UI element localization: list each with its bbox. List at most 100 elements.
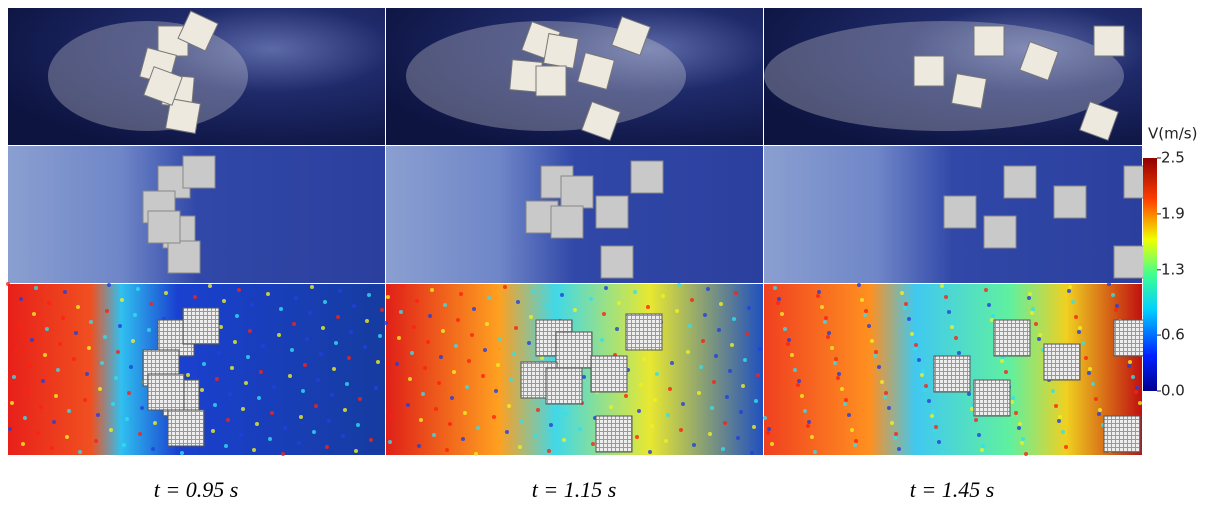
particle: [476, 426, 480, 430]
particle: [1027, 296, 1031, 300]
particle: [924, 384, 928, 388]
particle: [321, 326, 325, 330]
particle: [589, 297, 593, 301]
particle: [259, 370, 263, 374]
particle: [437, 381, 441, 385]
particle: [465, 385, 469, 389]
particle: [290, 348, 294, 352]
particle: [419, 418, 423, 422]
particle: [30, 338, 34, 342]
particle: [1017, 426, 1021, 430]
particle: [668, 387, 672, 391]
particle: [100, 361, 104, 365]
particle: [904, 302, 908, 306]
particle: [448, 422, 452, 426]
mesh-cube: [596, 416, 632, 452]
particle: [833, 361, 837, 365]
particle: [228, 392, 232, 396]
particle: [87, 346, 91, 350]
particle: [923, 388, 927, 392]
particle: [352, 304, 356, 308]
particle: [246, 355, 250, 359]
particle: [211, 429, 215, 433]
particle: [310, 285, 314, 289]
particle: [880, 380, 884, 384]
particle: [512, 352, 516, 356]
particle: [233, 340, 237, 344]
particle: [330, 393, 334, 397]
particle: [837, 372, 841, 376]
particle: [365, 319, 369, 323]
particle: [646, 305, 650, 309]
colorbar-tick-label: 0.6: [1161, 326, 1185, 344]
particle: [395, 362, 399, 366]
particle: [47, 301, 51, 305]
cube: [148, 211, 180, 243]
particle: [463, 411, 467, 415]
particle: [834, 357, 838, 361]
cube: [1054, 186, 1086, 218]
particle: [509, 378, 513, 382]
particle: [312, 430, 316, 434]
particle: [796, 383, 800, 387]
particle: [578, 427, 582, 431]
particle: [739, 410, 743, 414]
particle: [1061, 430, 1065, 434]
particle: [316, 378, 320, 382]
particle: [787, 338, 791, 342]
particle: [386, 295, 390, 299]
particle: [483, 348, 487, 352]
particle: [752, 425, 756, 429]
particle: [319, 352, 323, 356]
cube: [952, 74, 987, 109]
particle: [734, 291, 738, 295]
particle: [793, 368, 797, 372]
particle: [826, 335, 830, 339]
particle: [445, 448, 449, 452]
particle: [887, 406, 891, 410]
particle: [602, 312, 606, 316]
particle: [940, 284, 944, 288]
particle: [1078, 326, 1082, 330]
particle: [390, 414, 394, 418]
particle: [443, 303, 447, 307]
particle: [138, 432, 142, 436]
particle: [63, 290, 67, 294]
panel-grid: [6, 8, 1156, 456]
particle: [116, 350, 120, 354]
particle: [266, 292, 270, 296]
mesh-cube: [1044, 344, 1080, 380]
particle: [797, 379, 801, 383]
particle: [573, 308, 577, 312]
particle: [850, 428, 854, 432]
particle: [951, 321, 955, 325]
particle: [248, 329, 252, 333]
particle: [417, 444, 421, 448]
particle: [747, 306, 751, 310]
particle: [347, 356, 351, 360]
particle: [675, 309, 679, 313]
mesh-cube: [168, 410, 204, 446]
particle: [688, 324, 692, 328]
particle: [639, 383, 643, 387]
particle: [708, 432, 712, 436]
particle: [432, 433, 436, 437]
particle: [1058, 415, 1062, 419]
particle: [870, 339, 874, 343]
particle: [83, 398, 87, 402]
particle: [21, 442, 25, 446]
particle: [459, 292, 463, 296]
colorbar-ticks: 0.00.61.31.92.5: [1157, 149, 1185, 400]
particle: [43, 353, 47, 357]
particle: [107, 283, 111, 287]
particle: [520, 419, 524, 423]
particle: [439, 355, 443, 359]
particle: [844, 398, 848, 402]
particle: [213, 403, 217, 407]
particle: [1020, 441, 1024, 445]
particle: [974, 418, 978, 422]
particle: [1028, 292, 1032, 296]
particle: [74, 331, 78, 335]
particle: [655, 372, 659, 376]
particle: [1134, 390, 1138, 394]
